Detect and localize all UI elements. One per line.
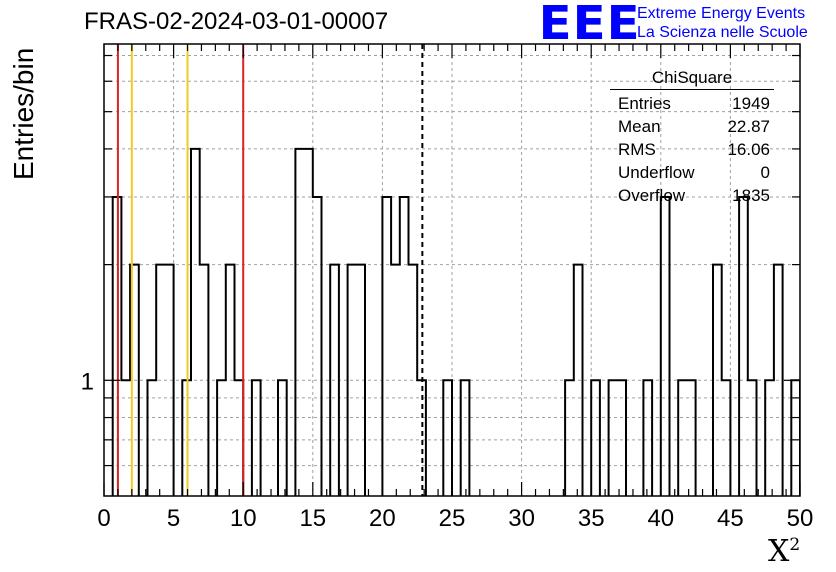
histogram-bin — [739, 197, 748, 496]
histogram-bin — [817, 380, 826, 496]
histogram-bin — [774, 265, 783, 496]
histogram-bin — [252, 380, 261, 496]
histogram-bin — [313, 197, 322, 496]
stats-value: 1835 — [732, 186, 770, 205]
chart-title: FRAS-02-2024-03-01-00007 — [84, 8, 389, 35]
logo-text-line2: La Scienza nelle Scuole — [637, 24, 808, 41]
histogram-bin — [565, 380, 574, 496]
histogram-bin — [661, 197, 670, 496]
histogram-bin — [121, 380, 130, 496]
stats-value: 0 — [760, 163, 770, 182]
histogram-bin — [217, 380, 226, 496]
histogram-bin — [765, 380, 774, 496]
x-tick-label: 25 — [439, 505, 466, 532]
histogram-bin — [443, 380, 452, 496]
histogram-bin — [409, 265, 418, 496]
stats-row-mean: Mean 22.87 — [610, 115, 774, 138]
stats-row-entries: Entries 1949 — [610, 92, 774, 115]
stats-row-rms: RMS 16.06 — [610, 138, 774, 161]
reference-lines-layer — [116, 44, 424, 496]
histogram-bin — [330, 265, 339, 496]
histogram-bin — [461, 380, 470, 496]
histogram-bin — [722, 380, 731, 496]
histogram-bin — [574, 265, 583, 496]
tick-labels-layer: 0 5 10 15 20 25 30 35 40 45 50 1 — [81, 368, 814, 532]
histogram-bin — [148, 380, 157, 496]
histogram-bin — [226, 265, 235, 496]
stats-row-overflow: Overflow 1835 — [610, 184, 774, 207]
stats-label: Mean — [618, 117, 661, 136]
x-tick-label: 0 — [97, 505, 110, 532]
histogram-bin — [165, 265, 174, 496]
stats-box: ChiSquare Entries 1949 Mean 22.87 RMS 16.06… — [610, 68, 774, 207]
stats-label: RMS — [618, 140, 656, 159]
x-tick-label: 5 — [167, 505, 180, 532]
y-axis-label: Entries/bin — [8, 47, 39, 180]
histogram-bin — [191, 149, 200, 496]
histogram-bin — [400, 197, 409, 496]
histogram-bin — [235, 380, 244, 496]
stats-value: 16.06 — [727, 140, 770, 159]
histogram-bin — [348, 265, 357, 496]
x-axis-label: X2 — [768, 534, 800, 569]
stats-row-underflow: Underflow 0 — [610, 161, 774, 184]
histogram-bin — [687, 380, 696, 496]
histogram-bin — [748, 380, 757, 496]
stats-label: Underflow — [618, 163, 695, 182]
x-tick-label: 10 — [230, 505, 257, 532]
histogram-bin — [617, 380, 626, 496]
stats-title: ChiSquare — [610, 68, 774, 90]
ticks-layer — [103, 44, 801, 496]
histogram-bin — [278, 380, 287, 496]
histogram-outline — [111, 147, 800, 496]
histogram-bin — [200, 265, 209, 496]
histogram-bin — [591, 380, 600, 496]
logo-text-line1: Extreme Energy Events — [637, 5, 806, 22]
y-tick-label: 1 — [81, 368, 94, 395]
x-tick-label: 35 — [578, 505, 605, 532]
histogram-bin — [356, 265, 365, 496]
stats-label: Overflow — [618, 186, 686, 205]
stats-value: 1949 — [732, 94, 770, 113]
histogram-bin — [678, 380, 687, 496]
histogram-bin — [713, 265, 722, 496]
x-tick-label: 40 — [647, 505, 674, 532]
histogram-bin — [382, 197, 391, 496]
histogram-bin — [304, 149, 313, 496]
histogram-bin — [643, 380, 652, 496]
x-tick-label: 45 — [717, 505, 744, 532]
logo-mark: EEE — [538, 0, 641, 50]
stats-value: 22.87 — [727, 117, 770, 136]
x-tick-label: 20 — [369, 505, 396, 532]
histogram-bin — [295, 149, 304, 496]
histogram-bin — [391, 265, 400, 496]
histogram-bin — [156, 265, 165, 496]
bars-layer — [111, 147, 826, 496]
x-tick-label: 15 — [299, 505, 326, 532]
x-axis-label-base: X — [768, 534, 790, 569]
histogram-bin — [609, 380, 618, 496]
x-tick-label: 30 — [508, 505, 535, 532]
x-axis-label-superscript: 2 — [789, 535, 801, 555]
x-tick-label: 50 — [787, 505, 814, 532]
stats-label: Entries — [618, 94, 671, 113]
